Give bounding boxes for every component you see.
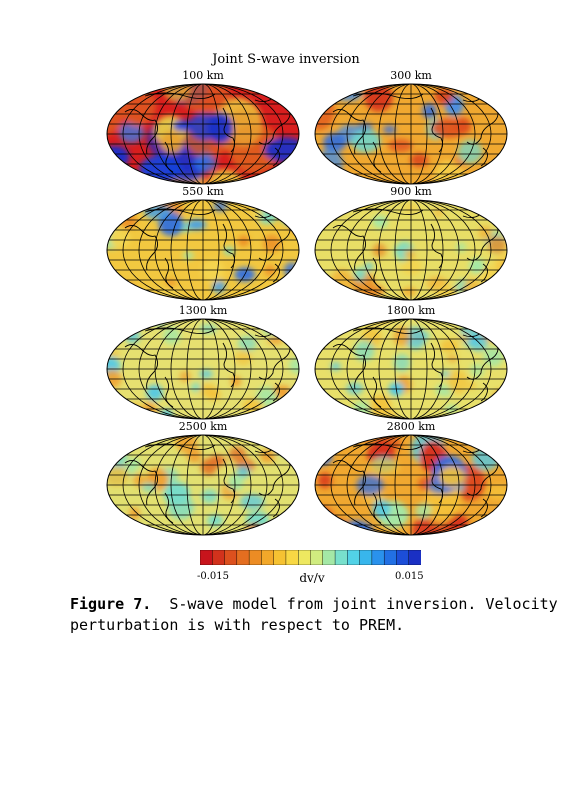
colorbar-swatch xyxy=(224,550,238,565)
colorbar-swatch xyxy=(359,550,373,565)
mollweide-map xyxy=(314,83,508,185)
map-panel: 900 km xyxy=(313,186,509,306)
mollweide-map xyxy=(106,83,300,185)
map-depth-label: 2500 km xyxy=(178,420,228,433)
map-depth-label: 300 km xyxy=(390,69,432,82)
map-panel: 300 km xyxy=(313,70,509,190)
colorbar-swatch xyxy=(383,550,397,565)
figure-title: Joint S-wave inversion xyxy=(212,52,360,67)
map-depth-label: 1300 km xyxy=(178,304,228,317)
map-depth-label: 2800 km xyxy=(386,420,436,433)
colorbar-min-label: -0.015 xyxy=(197,571,230,582)
map-panel: 550 km xyxy=(105,186,301,306)
colorbar-swatch xyxy=(408,550,421,565)
mollweide-map xyxy=(106,318,300,420)
colorbar-swatch xyxy=(261,550,275,565)
mollweide-map xyxy=(314,318,508,420)
mollweide-map xyxy=(106,434,300,536)
colorbar xyxy=(200,550,421,565)
colorbar-swatch xyxy=(285,550,299,565)
colorbar-swatch xyxy=(322,550,336,565)
map-panel: 1800 km xyxy=(313,305,509,425)
map-panel: 2800 km xyxy=(313,421,509,541)
map-depth-label: 1800 km xyxy=(386,304,436,317)
map-panel: 1300 km xyxy=(105,305,301,425)
colorbar-swatch xyxy=(200,550,213,565)
colorbar-swatch xyxy=(396,550,410,565)
map-depth-label: 550 km xyxy=(182,185,224,198)
map-panel: 2500 km xyxy=(105,421,301,541)
colorbar-axis-label: dv/v xyxy=(299,571,325,585)
caption-label: Figure 7. xyxy=(70,595,152,613)
colorbar-swatch xyxy=(310,550,324,565)
colorbar-swatch xyxy=(273,550,287,565)
caption-text: S-wave model from joint inversion. Veloc… xyxy=(70,595,558,634)
colorbar-swatch xyxy=(248,550,262,565)
colorbar-swatch xyxy=(334,550,348,565)
mollweide-map xyxy=(106,199,300,301)
figure-caption: Figure 7. S-wave model from joint invers… xyxy=(70,594,565,636)
mollweide-map xyxy=(314,199,508,301)
colorbar-max-label: 0.015 xyxy=(395,571,424,582)
map-depth-label: 900 km xyxy=(390,185,432,198)
colorbar-swatch xyxy=(212,550,225,565)
mollweide-map xyxy=(314,434,508,536)
colorbar-swatch xyxy=(298,550,311,565)
colorbar-swatch xyxy=(236,550,250,565)
map-panel: 100 km xyxy=(105,70,301,190)
map-depth-label: 100 km xyxy=(182,69,224,82)
colorbar-swatch xyxy=(347,550,361,565)
colorbar-swatch xyxy=(371,550,385,565)
